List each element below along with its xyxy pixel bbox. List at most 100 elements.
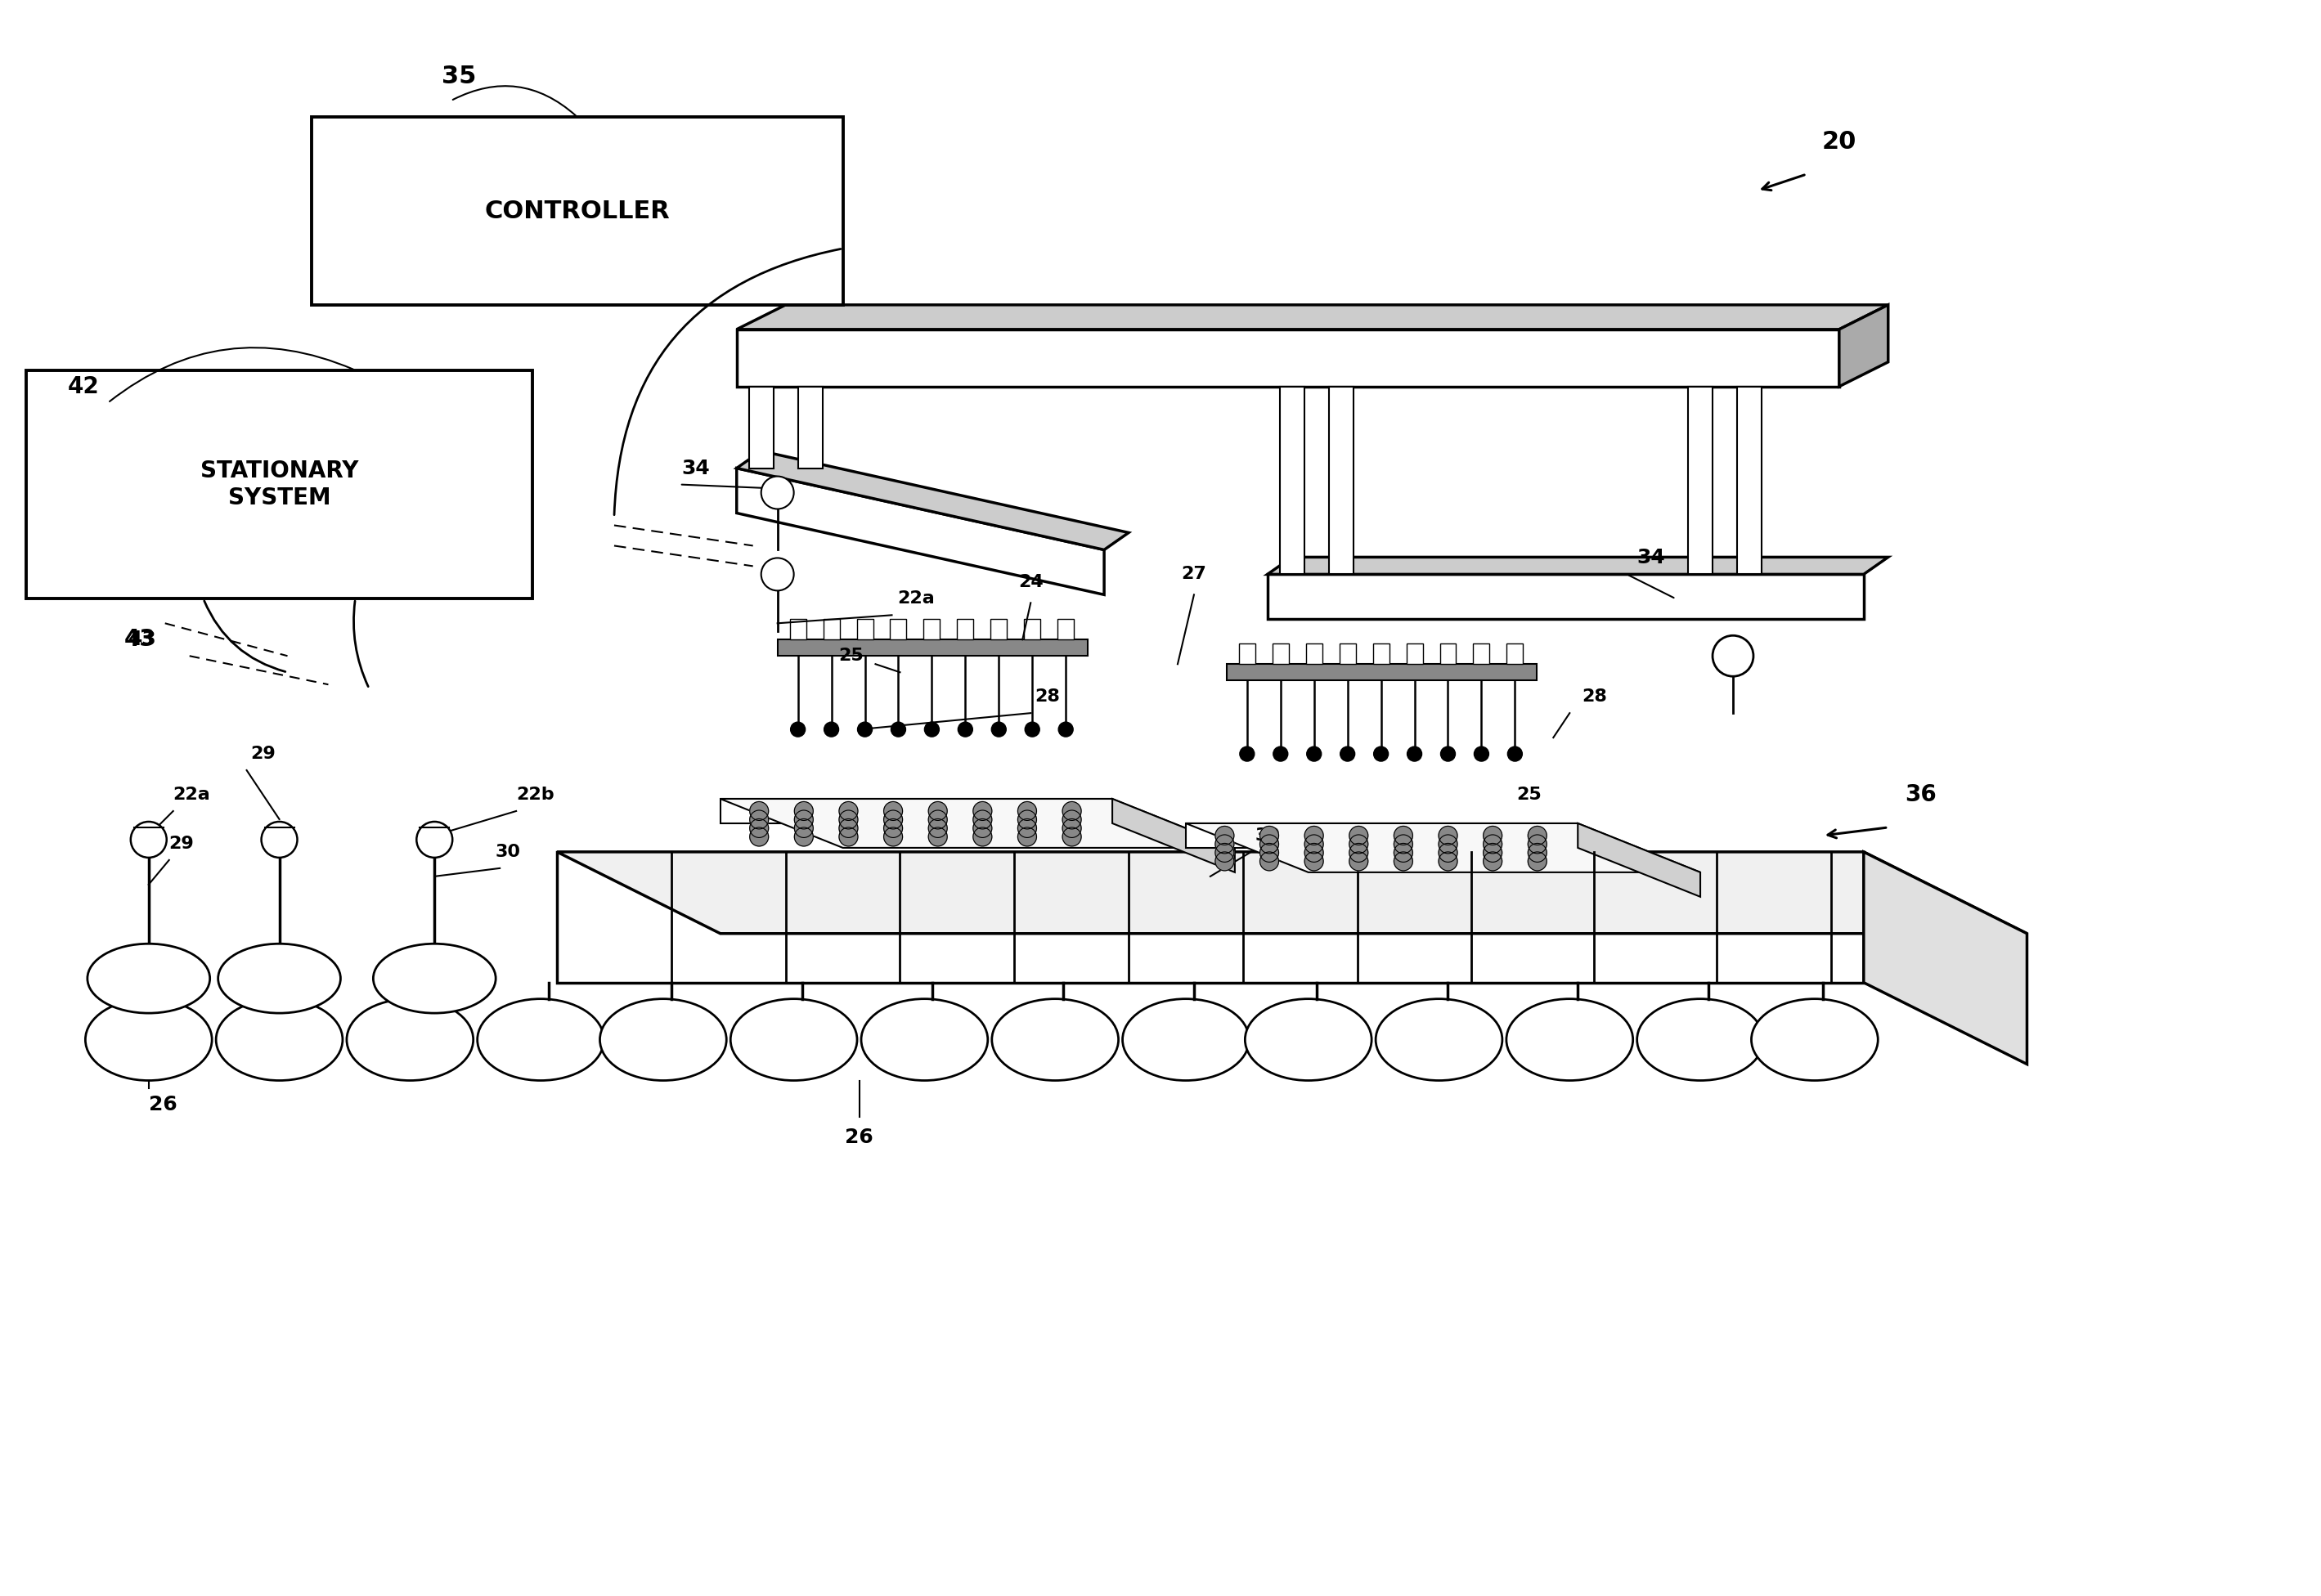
Text: 28: 28 [1581,688,1606,705]
Circle shape [928,827,947,846]
Circle shape [1304,852,1323,871]
Circle shape [884,827,903,846]
Circle shape [1527,852,1546,871]
Circle shape [1483,835,1502,854]
Polygon shape [1112,800,1235,873]
Text: 25: 25 [1516,787,1541,803]
Circle shape [959,721,972,737]
Text: 30: 30 [1256,827,1281,844]
Text: 30: 30 [494,844,520,860]
Text: 22b: 22b [515,787,555,803]
Text: 29: 29 [169,836,195,852]
Circle shape [1063,827,1082,846]
Bar [1328,386,1353,575]
Circle shape [1260,827,1279,844]
Bar [1474,643,1490,664]
Circle shape [1395,827,1413,844]
Ellipse shape [218,943,341,1013]
Circle shape [928,801,947,820]
Bar [1339,643,1355,664]
Ellipse shape [1376,999,1502,1080]
Circle shape [1019,811,1037,828]
Circle shape [1439,843,1458,862]
Circle shape [1026,721,1040,737]
Ellipse shape [374,943,497,1013]
Circle shape [761,476,794,509]
Circle shape [794,811,812,828]
Bar [1279,386,1304,575]
Ellipse shape [731,999,856,1080]
Text: 22a: 22a [174,787,211,803]
Circle shape [1439,827,1458,844]
Circle shape [1304,835,1323,854]
Polygon shape [720,800,1235,847]
Text: 43: 43 [123,629,156,651]
Circle shape [1349,843,1367,862]
Circle shape [1307,747,1321,761]
Circle shape [1483,852,1502,871]
Bar [789,619,805,640]
Circle shape [1441,747,1455,761]
Bar [1307,643,1323,664]
Circle shape [1395,835,1413,854]
Text: CONTROLLER: CONTROLLER [485,200,671,223]
Circle shape [1527,843,1546,862]
Ellipse shape [216,999,344,1080]
Circle shape [884,811,903,828]
Circle shape [1395,852,1413,871]
Circle shape [1019,827,1037,846]
Circle shape [891,721,905,737]
Polygon shape [1838,305,1889,386]
Circle shape [884,819,903,838]
Circle shape [1063,801,1082,820]
Circle shape [1439,835,1458,854]
Polygon shape [736,305,1889,329]
Circle shape [750,801,768,820]
Text: 22a: 22a [898,591,935,606]
Ellipse shape [1752,999,1878,1080]
Text: STATIONARY
SYSTEM: STATIONARY SYSTEM [200,460,357,509]
Circle shape [1216,852,1235,871]
Circle shape [415,822,453,857]
Bar [956,619,972,640]
Circle shape [1260,852,1279,871]
Bar [1024,619,1040,640]
Polygon shape [1186,824,1701,873]
Circle shape [824,721,838,737]
Circle shape [1439,852,1458,871]
Bar [1239,643,1256,664]
Polygon shape [736,329,1838,386]
Polygon shape [1186,824,1578,847]
Circle shape [1063,811,1082,828]
Bar [26,370,532,598]
Polygon shape [736,452,1128,549]
Polygon shape [1267,557,1889,575]
Circle shape [750,819,768,838]
Bar [1058,619,1075,640]
Text: 36: 36 [1906,784,1936,806]
Circle shape [928,811,947,828]
Circle shape [262,822,297,857]
Circle shape [1063,819,1082,838]
Circle shape [840,811,859,828]
Circle shape [1216,843,1235,862]
Bar [798,386,822,468]
Bar [1228,664,1537,680]
Circle shape [1483,827,1502,844]
Circle shape [1260,835,1279,854]
Bar [1506,643,1523,664]
Circle shape [1527,835,1546,854]
Circle shape [991,721,1005,737]
Circle shape [1260,843,1279,862]
Bar [1687,386,1713,575]
Text: 26: 26 [845,1128,873,1148]
Text: 26: 26 [149,1095,176,1114]
Circle shape [1058,721,1072,737]
Bar [1736,386,1762,575]
Circle shape [794,801,812,820]
Bar [1272,643,1288,664]
Text: 28: 28 [1035,688,1061,705]
Bar [824,619,840,640]
Circle shape [1349,852,1367,871]
Polygon shape [720,800,1112,824]
